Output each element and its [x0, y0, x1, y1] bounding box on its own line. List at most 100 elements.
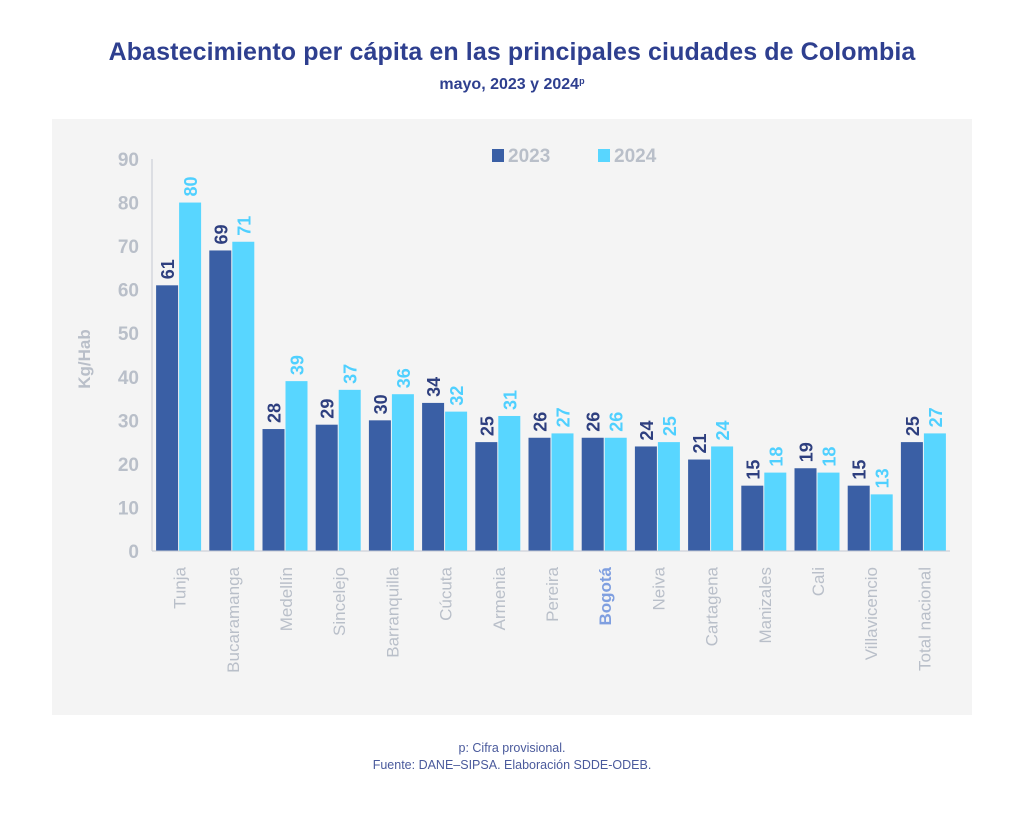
bar-2024 — [711, 446, 734, 551]
bar-2023 — [422, 402, 445, 551]
bar-2023 — [209, 250, 232, 551]
bar-2023 — [262, 429, 285, 551]
bar-2024 — [551, 433, 574, 551]
y-axis-title: Kg/Hab — [75, 329, 94, 389]
chart-title: Abastecimiento per cápita en las princip… — [108, 38, 916, 66]
x-tick-label: Cali — [809, 567, 828, 596]
data-label-2023: 34 — [424, 377, 444, 397]
x-tick-label: Armenia — [490, 566, 509, 630]
x-tick-label: Cúcuta — [437, 566, 456, 620]
bar-2023 — [847, 485, 870, 551]
data-label-2024: 26 — [607, 412, 627, 432]
data-label-2024: 27 — [554, 407, 574, 427]
bar-2024 — [338, 389, 361, 551]
x-tick-label: Villavicencio — [862, 567, 881, 660]
provisional-marker: p — [579, 76, 585, 86]
bar-2023 — [315, 424, 338, 551]
x-tick-label: Bucaramanga — [224, 566, 243, 672]
data-label-2024: 18 — [766, 447, 786, 467]
legend-label-2024: 2024 — [614, 146, 657, 167]
bar-2024 — [764, 472, 787, 551]
data-label-2023: 28 — [265, 403, 285, 423]
data-label-2023: 30 — [371, 394, 391, 414]
bar-2024 — [498, 415, 521, 551]
subtitle-text: mayo, 2023 y 2024 — [439, 76, 580, 93]
data-label-2023: 25 — [903, 416, 923, 436]
bar-2023 — [794, 468, 817, 551]
data-label-2023: 29 — [318, 399, 338, 419]
data-label-2024: 18 — [820, 447, 840, 467]
bar-2024 — [604, 437, 627, 551]
y-tick-label: 70 — [118, 237, 139, 258]
bar-2024 — [285, 381, 308, 551]
data-label-2023: 15 — [743, 460, 763, 480]
x-tick-label: Pereira — [543, 566, 562, 621]
y-tick-label: 20 — [118, 455, 139, 476]
data-label-2024: 24 — [713, 420, 733, 440]
chart-subtitle: mayo, 2023 y 2024p — [0, 76, 1024, 94]
data-label-2024: 39 — [288, 355, 308, 375]
x-tick-label: Sincelejo — [330, 567, 349, 636]
bar-2024 — [870, 494, 893, 551]
bar-2024 — [179, 202, 202, 552]
footnote: p: Cifra provisional. — [458, 741, 566, 755]
y-tick-label: 60 — [118, 281, 139, 302]
bar-2024 — [391, 394, 414, 551]
data-label-2024: 71 — [234, 216, 254, 236]
y-tick-label: 90 — [118, 150, 139, 171]
x-tick-label: Tunja — [171, 566, 190, 608]
bar-2024 — [657, 442, 680, 551]
bar-2023 — [528, 437, 551, 551]
bar-2023 — [634, 446, 657, 551]
bars — [156, 202, 946, 552]
bar-2024 — [923, 433, 946, 551]
data-label-2023: 69 — [211, 224, 231, 244]
y-axis: 0 10 20 30 40 50 60 70 80 90 Kg/Hab — [75, 150, 153, 563]
bar-2023 — [581, 437, 604, 551]
chart-panel: 0 10 20 30 40 50 60 70 80 90 Kg/Hab 61 80 69 71 28 39 29… — [52, 119, 972, 715]
source-note: Fuente: DANE–SIPSA. Elaboración SDDE-ODE… — [372, 758, 652, 772]
x-tick-label: Barranquilla — [383, 566, 402, 657]
data-label-2023: 21 — [690, 434, 710, 454]
data-label-2024: 13 — [873, 468, 893, 488]
data-label-2023: 24 — [637, 420, 657, 440]
bar-2024 — [232, 241, 255, 551]
y-tick-label: 40 — [118, 368, 139, 389]
data-label-2023: 26 — [584, 412, 604, 432]
x-tick-label: Neiva — [649, 566, 668, 610]
data-label-2024: 36 — [394, 368, 414, 388]
bar-2023 — [741, 485, 764, 551]
data-label-2023: 25 — [477, 416, 497, 436]
data-label-2024: 27 — [926, 407, 946, 427]
data-label-2023: 61 — [158, 259, 178, 279]
bar-2023 — [368, 420, 391, 551]
bar-2023 — [156, 285, 179, 551]
data-label-2024: 37 — [341, 364, 361, 384]
y-tick-label: 30 — [118, 411, 139, 432]
data-label-2024: 31 — [500, 390, 520, 410]
data-label-2024: 25 — [660, 416, 680, 436]
legend-swatch-2024 — [598, 149, 610, 162]
data-label-2024: 80 — [181, 177, 201, 197]
bar-chart: 0 10 20 30 40 50 60 70 80 90 Kg/Hab 61 80 69 71 28 39 29… — [75, 146, 950, 673]
legend-swatch-2023 — [492, 149, 504, 162]
x-tick-label: Manizales — [756, 567, 775, 644]
y-tick-label: 50 — [118, 324, 139, 345]
data-label-2023: 19 — [797, 442, 817, 462]
bar-2024 — [445, 411, 468, 551]
x-axis: Tunja Bucaramanga Medellín Sincelejo Barranq… — [152, 550, 950, 673]
y-tick-label: 0 — [128, 542, 139, 563]
bar-2023 — [475, 442, 498, 551]
y-tick-label: 80 — [118, 194, 139, 215]
bar-2023 — [688, 459, 711, 551]
bar-2023 — [900, 442, 923, 551]
x-tick-label: Cartagena — [703, 566, 722, 646]
x-tick-label: Bogotá — [596, 566, 615, 625]
bar-2024 — [817, 472, 840, 551]
y-tick-label: 10 — [118, 498, 139, 519]
data-label-2024: 32 — [447, 386, 467, 406]
x-tick-label: Total nacional — [915, 567, 934, 671]
data-label-2023: 26 — [531, 412, 551, 432]
x-tick-label: Medellín — [277, 567, 296, 631]
